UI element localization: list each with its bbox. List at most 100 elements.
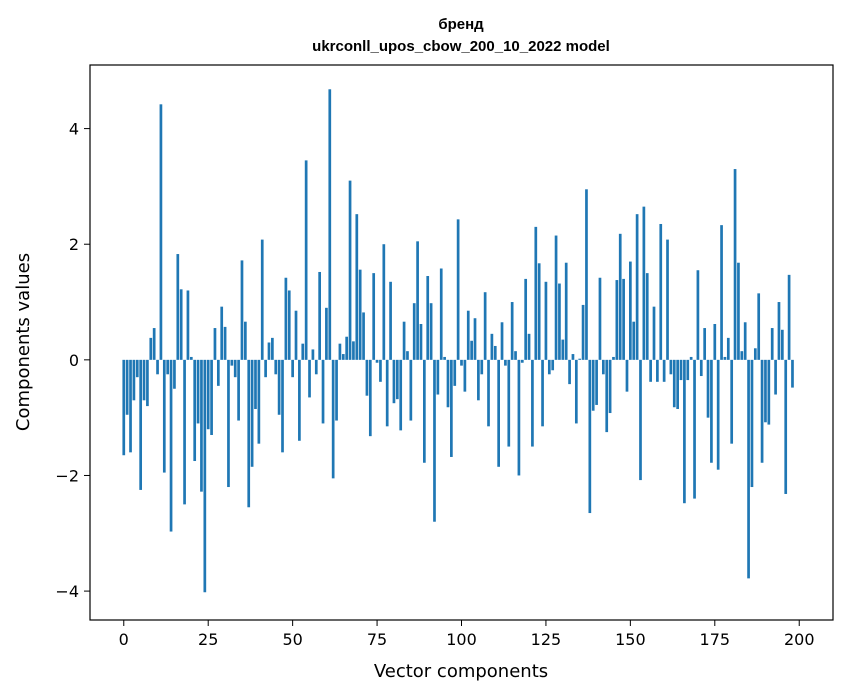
- bar-11: [159, 104, 163, 360]
- bar-133: [571, 354, 575, 360]
- bar-96: [446, 359, 450, 408]
- bar-65: [341, 354, 345, 360]
- bar-40: [257, 359, 261, 444]
- chart-subtitle: ukrconll_upos_cbow_200_10_2022 model: [312, 38, 610, 55]
- bar-153: [639, 359, 642, 481]
- bar-64: [338, 343, 342, 360]
- bar-183: [740, 351, 744, 360]
- bar-171: [699, 359, 703, 377]
- x-axis-label: Vector components: [374, 661, 548, 682]
- bar-125: [544, 281, 548, 360]
- bar-83: [402, 321, 406, 360]
- bar-195: [780, 329, 784, 360]
- x-tick-label: 125: [531, 630, 562, 649]
- bar-169: [693, 359, 696, 499]
- bar-57: [314, 359, 318, 375]
- bar-190: [764, 359, 767, 423]
- bar-176: [716, 359, 720, 470]
- bar-113: [504, 359, 507, 366]
- bar-41: [260, 239, 264, 360]
- bar-167: [686, 359, 690, 381]
- bar-140: [595, 359, 598, 405]
- bar-20: [189, 356, 193, 360]
- bar-33: [233, 359, 237, 378]
- bar-39: [254, 359, 257, 409]
- bar-26: [210, 359, 213, 435]
- bar-122: [534, 226, 538, 360]
- bar-109: [490, 333, 494, 360]
- bar-84: [406, 351, 409, 360]
- bar-56: [311, 349, 315, 360]
- bar-60: [325, 307, 328, 360]
- bar-138: [588, 359, 592, 514]
- bar-174: [710, 359, 713, 463]
- bar-146: [615, 280, 619, 360]
- bar-151: [632, 321, 636, 360]
- bar-46: [277, 359, 281, 415]
- bar-36: [244, 321, 247, 360]
- bar-145: [612, 356, 615, 360]
- bar-120: [527, 333, 531, 360]
- bar-123: [537, 263, 541, 360]
- bar-194: [777, 302, 781, 360]
- y-tick-label: −4: [55, 582, 79, 601]
- bar-191: [767, 359, 771, 425]
- bar-99: [456, 219, 460, 360]
- bar-54: [304, 160, 308, 360]
- bar-193: [774, 359, 777, 395]
- bar-6: [142, 359, 146, 401]
- bar-131: [564, 262, 568, 360]
- bar-45: [274, 359, 278, 375]
- bar-9: [152, 328, 156, 360]
- bar-148: [622, 278, 625, 360]
- bar-89: [422, 359, 426, 463]
- bar-172: [703, 328, 707, 360]
- bar-13: [166, 359, 170, 375]
- y-tick-label: −2: [55, 466, 79, 485]
- bar-141: [598, 277, 602, 360]
- bar-19: [186, 290, 190, 360]
- bar-86: [412, 303, 416, 360]
- bar-132: [568, 359, 571, 385]
- bar-23: [200, 359, 203, 492]
- x-tick-label: 200: [784, 630, 815, 649]
- bar-107: [483, 292, 487, 360]
- bar-37: [247, 359, 251, 508]
- bar-30: [223, 326, 227, 360]
- bar-75: [375, 359, 379, 363]
- bar-156: [649, 359, 652, 382]
- bar-105: [477, 359, 480, 401]
- bar-68: [352, 341, 355, 360]
- bar-93: [436, 359, 440, 395]
- bar-50: [291, 359, 294, 378]
- bar-127: [551, 359, 555, 371]
- bar-144: [608, 359, 612, 414]
- bar-112: [500, 322, 504, 360]
- bar-24: [203, 359, 207, 593]
- plot-frame: [89, 64, 834, 621]
- y-tick-label: 4: [69, 120, 79, 139]
- bar-17: [179, 289, 183, 360]
- bar-72: [365, 359, 369, 396]
- bar-95: [443, 356, 446, 360]
- bar-7: [146, 359, 149, 407]
- bar-49: [287, 290, 291, 360]
- bar-28: [216, 359, 220, 386]
- bar-108: [487, 359, 490, 427]
- bar-81: [395, 359, 399, 400]
- bar-32: [230, 359, 234, 366]
- x-axis-ticks: 0 25 50 75 100 125 150 175 200: [119, 620, 815, 649]
- bar-158: [656, 359, 659, 382]
- bar-1: [125, 359, 129, 415]
- bars-group: [122, 89, 794, 593]
- bar-116: [514, 351, 517, 360]
- bar-62: [331, 359, 335, 479]
- bar-2: [129, 359, 132, 453]
- bar-162: [669, 359, 673, 375]
- bar-143: [605, 359, 609, 433]
- bar-185: [747, 359, 750, 579]
- bar-161: [666, 239, 669, 360]
- bar-192: [770, 328, 774, 360]
